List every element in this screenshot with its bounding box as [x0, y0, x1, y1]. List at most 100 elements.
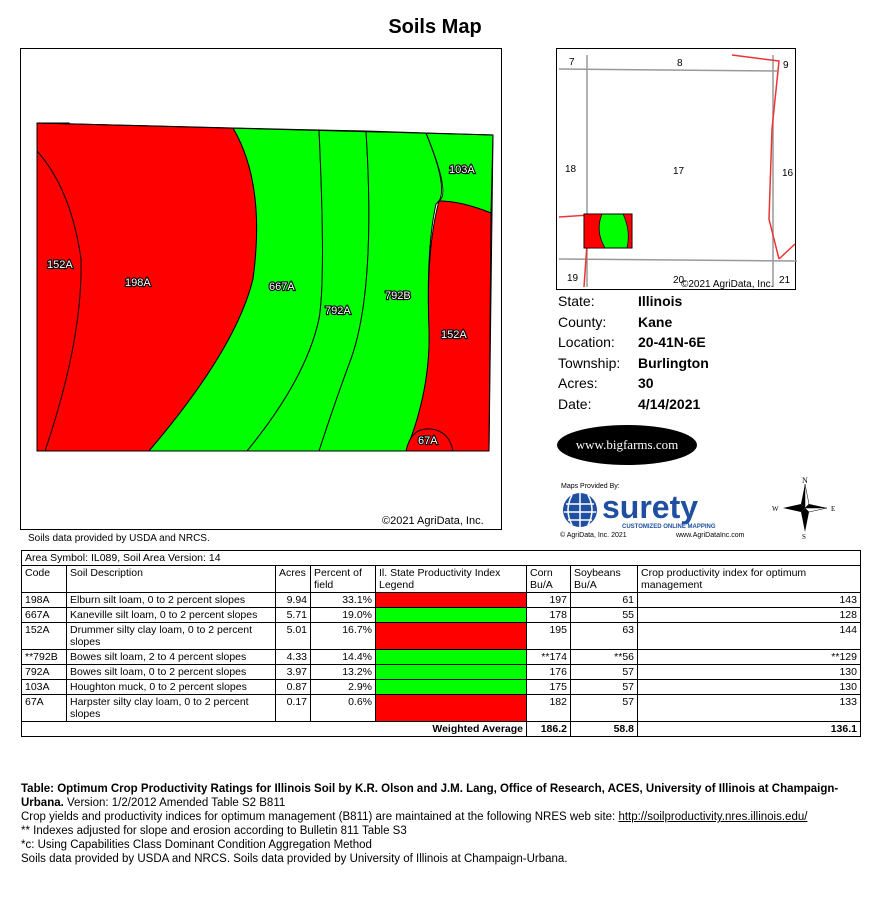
productivity-legend-bar	[375, 607, 527, 623]
header-percent: Percent of field	[310, 565, 376, 593]
soil-percent: 19.0%	[310, 607, 376, 623]
surety-copyright: © AgriData, Inc. 2021	[560, 532, 627, 539]
soil-percent: 13.2%	[310, 664, 376, 680]
section-16: 16	[782, 168, 794, 179]
weighted-soybeans: 58.8	[570, 721, 638, 737]
weighted-index: 136.1	[637, 721, 861, 737]
area-symbol: Area Symbol: IL089, Soil Area Version: 1…	[21, 550, 861, 566]
soil-label-67A: 67A	[418, 435, 438, 447]
weighted-average-row: Weighted Average 186.2 58.8 136.1	[21, 721, 861, 737]
soil-corn: 197	[526, 592, 571, 608]
note-version: Version: 1/2/2012 Amended Table S2 B811	[63, 797, 286, 809]
parcel-red	[622, 213, 633, 249]
soil-acres: 9.94	[275, 592, 311, 608]
locator-copyright: ©2021 AgriData, Inc.	[681, 279, 773, 290]
table-row: **792B Bowes silt loam, 2 to 4 percent sl…	[21, 649, 861, 665]
soil-boundary-152A-198A	[36, 150, 82, 452]
table-row: 667A Kaneville silt loam, 0 to 2 percent …	[21, 607, 861, 623]
note-table-source: Table: Optimum Crop Productivity Ratings…	[21, 782, 861, 810]
compass-rose-icon: N S W E	[772, 476, 835, 540]
note-table-title: Table: Optimum Crop Productivity Ratings…	[21, 783, 839, 809]
nres-link[interactable]: http://soilproductivity.nres.illinois.ed…	[618, 811, 808, 823]
header-acres: Acres	[275, 565, 311, 593]
soil-percent: 2.9%	[310, 679, 376, 695]
soil-corn: 195	[526, 622, 571, 650]
header-soybeans: Soybeans Bu/A	[570, 565, 638, 593]
productivity-legend-bar	[375, 622, 527, 650]
soil-crop-index: **129	[637, 649, 861, 665]
soil-acres: 0.87	[275, 679, 311, 695]
soil-acres: 4.33	[275, 649, 311, 665]
locator-map-canvas: 7 8 9 18 17 16 19 20 21 ©2021 AgriData, …	[558, 54, 798, 290]
table-row: 792A Bowes silt loam, 0 to 2 percent slop…	[21, 664, 861, 680]
highway-line	[731, 54, 780, 260]
weighted-average-label: Weighted Average	[21, 721, 527, 737]
section-18: 18	[565, 164, 577, 175]
table-row: 103A Houghton muck, 0 to 2 percent slopes…	[21, 679, 861, 695]
soils-map[interactable]: 152A 198A 667A 792A 792B 103A 152A 67A	[20, 48, 502, 530]
soil-description: Bowes silt loam, 0 to 2 percent slopes	[66, 664, 276, 680]
soil-code: 67A	[21, 694, 67, 722]
table-row: 67A Harpster silty clay loam, 0 to 2 perc…	[21, 694, 861, 722]
soil-label-152A-east: 152A	[441, 329, 467, 341]
soil-description: Houghton muck, 0 to 2 percent slopes	[66, 679, 276, 695]
section-7: 7	[569, 57, 575, 68]
soil-acres: 3.97	[275, 664, 311, 680]
table-row: 152A Drummer silty clay loam, 0 to 2 perc…	[21, 622, 861, 650]
soil-rows: 198A Elburn silt loam, 0 to 2 percent slo…	[21, 592, 861, 722]
note-b811: Crop yields and productivity indices for…	[21, 810, 861, 824]
soil-soybeans: 55	[570, 607, 638, 623]
surety-tagline: CUSTOMIZED ONLINE MAPPING	[622, 524, 716, 530]
soil-label-198A: 198A	[125, 277, 151, 289]
locator-map[interactable]: 7 8 9 18 17 16 19 20 21 ©2021 AgriData, …	[556, 48, 798, 290]
soil-soybeans: **56	[570, 649, 638, 665]
soil-description: Bowes silt loam, 2 to 4 percent slopes	[66, 649, 276, 665]
weighted-corn: 186.2	[526, 721, 571, 737]
soil-soybeans: 61	[570, 592, 638, 608]
soil-label-792A: 792A	[325, 305, 351, 317]
road-line	[558, 258, 798, 262]
soil-percent: 33.1%	[310, 592, 376, 608]
compass-s: S	[802, 533, 806, 540]
soil-soybeans: 57	[570, 694, 638, 722]
compass-n: N	[802, 476, 808, 485]
soil-percent: 14.4%	[310, 649, 376, 665]
soil-acres: 5.01	[275, 622, 311, 650]
soil-code: 152A	[21, 622, 67, 650]
header-crop-index: Crop productivity index for optimum mana…	[637, 565, 861, 593]
surety-wordmark: surety	[602, 490, 698, 525]
section-9: 9	[783, 60, 789, 71]
acres-value: 30	[638, 375, 654, 391]
footnotes: Table: Optimum Crop Productivity Ratings…	[21, 782, 861, 866]
soil-corn: 175	[526, 679, 571, 695]
soil-soybeans: 63	[570, 622, 638, 650]
soil-code: 667A	[21, 607, 67, 623]
location-info: State: Illinois County: Kane Location: 20-4…	[558, 293, 709, 416]
header-corn: Corn Bu/A	[526, 565, 571, 593]
location-value: 20-41N-6E	[638, 334, 706, 350]
note-data-source: Soils data provided by USDA and NRCS. So…	[21, 853, 568, 865]
soil-crop-index: 144	[637, 622, 861, 650]
road-line	[558, 68, 778, 72]
soil-crop-index: 133	[637, 694, 861, 722]
soil-corn: 176	[526, 664, 571, 680]
bigfarms-logo[interactable]: www.bigfarms.com	[557, 425, 697, 465]
soil-code: **792B	[21, 649, 67, 665]
section-17: 17	[673, 166, 685, 177]
soil-label-152A-west: 152A	[47, 259, 73, 271]
soil-acres: 0.17	[275, 694, 311, 722]
acres-label: Acres:	[558, 375, 598, 391]
highway-line	[778, 243, 796, 260]
surety-website: www.AgriDataInc.com	[676, 532, 745, 539]
soil-description: Kaneville silt loam, 0 to 2 percent slop…	[66, 607, 276, 623]
header-description: Soil Description	[66, 565, 276, 593]
location-label: Location:	[558, 334, 615, 350]
soil-polygon-152A-east	[405, 200, 492, 452]
soil-soybeans: 57	[570, 664, 638, 680]
soil-label-667A: 667A	[269, 281, 295, 293]
county-value: Kane	[638, 313, 673, 330]
productivity-legend-bar	[375, 664, 527, 680]
soil-description: Harpster silty clay loam, 0 to 2 percent…	[66, 694, 276, 722]
soil-crop-index: 143	[637, 592, 861, 608]
state-label: State:	[558, 293, 595, 309]
